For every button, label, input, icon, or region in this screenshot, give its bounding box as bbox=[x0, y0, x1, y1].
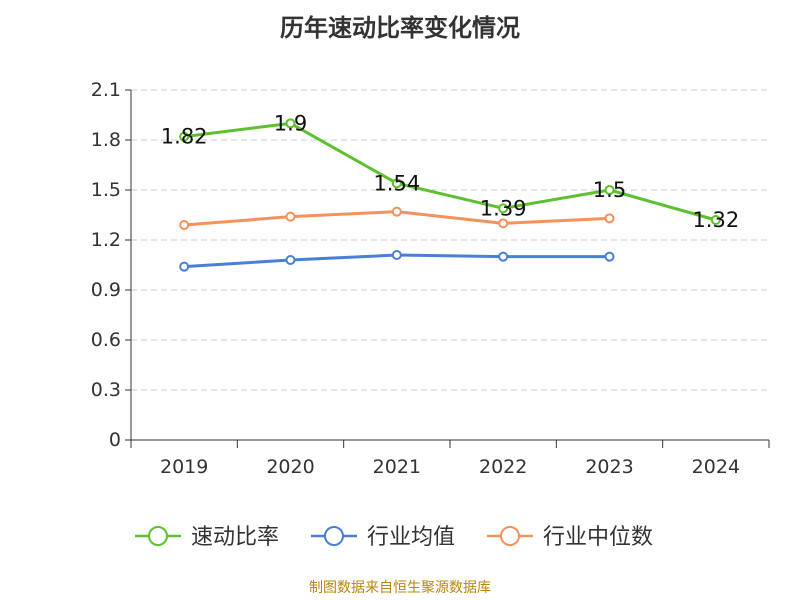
y-tick-label: 0.3 bbox=[91, 379, 121, 401]
axes: 0 0.3 0.6 0.9 1.2 1.5 1.8 2.1 2019 2020 2021 2022 20… bbox=[91, 79, 770, 478]
data-point[interactable] bbox=[604, 185, 615, 195]
x-tick-label: 2023 bbox=[585, 456, 633, 478]
legend-label: 速动比率 bbox=[191, 525, 279, 550]
data-point[interactable] bbox=[285, 255, 296, 265]
data-point[interactable] bbox=[285, 211, 296, 222]
data-point[interactable] bbox=[391, 178, 402, 189]
data-label: 1.5 bbox=[593, 178, 626, 202]
x-tick-label: 2019 bbox=[160, 456, 208, 478]
data-point[interactable] bbox=[498, 203, 509, 214]
data-point[interactable] bbox=[179, 220, 190, 230]
legend-label: 行业中位数 bbox=[543, 525, 653, 550]
legend-item-3[interactable]: 行业中位数 bbox=[487, 525, 653, 550]
x-tick-label: 2020 bbox=[266, 456, 314, 478]
legend[interactable]: 速动比率 行业均值 行业中位数 bbox=[135, 525, 653, 550]
y-tick-label: 1.5 bbox=[91, 179, 121, 201]
legend-item-2[interactable]: 行业均值 bbox=[311, 525, 455, 550]
chart-title: 历年速动比率变化情况 bbox=[280, 14, 520, 42]
series-lines bbox=[179, 118, 721, 272]
data-point[interactable] bbox=[179, 261, 190, 272]
legend-item-1[interactable]: 速动比率 bbox=[135, 525, 279, 550]
legend-label: 行业均值 bbox=[367, 525, 455, 550]
x-tick-label: 2024 bbox=[692, 456, 740, 478]
grid-lines bbox=[131, 89, 769, 391]
x-tick-label: 2021 bbox=[373, 456, 421, 478]
data-label: 1.9 bbox=[274, 111, 307, 135]
data-labels: 1.82 1.9 1.54 1.39 1.5 1.32 bbox=[161, 111, 739, 232]
source-note: 制图数据来自恒生聚源数据库 bbox=[309, 580, 491, 596]
legend-marker bbox=[324, 526, 344, 546]
data-point[interactable] bbox=[498, 218, 509, 229]
series-line-1 bbox=[183, 121, 717, 222]
data-label: 1.54 bbox=[373, 171, 420, 195]
data-label: 1.32 bbox=[692, 208, 739, 232]
legend-marker bbox=[148, 526, 168, 546]
data-point[interactable] bbox=[285, 118, 296, 129]
y-tick-label: 1.8 bbox=[91, 129, 121, 151]
data-point[interactable] bbox=[179, 131, 190, 142]
y-tick-label: 0.6 bbox=[91, 329, 121, 351]
data-label: 1.82 bbox=[161, 125, 208, 149]
data-point[interactable] bbox=[604, 213, 615, 224]
data-label: 1.39 bbox=[480, 196, 527, 220]
y-tick-label: 0 bbox=[109, 429, 121, 451]
y-tick-label: 1.2 bbox=[91, 229, 121, 251]
data-point[interactable] bbox=[604, 251, 615, 262]
y-tick-label: 2.1 bbox=[91, 79, 121, 101]
data-point[interactable] bbox=[391, 250, 402, 260]
x-tick-label: 2022 bbox=[479, 456, 527, 478]
data-point[interactable] bbox=[391, 206, 402, 217]
legend-marker bbox=[500, 526, 520, 546]
data-point[interactable] bbox=[498, 251, 509, 262]
y-tick-label: 0.9 bbox=[91, 279, 121, 301]
data-point[interactable] bbox=[710, 215, 721, 225]
